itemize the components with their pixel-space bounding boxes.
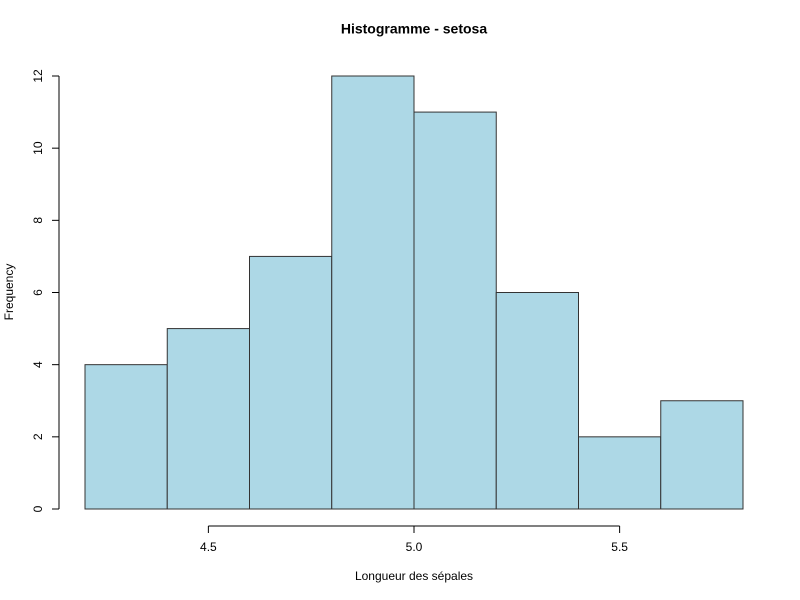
- chart-title: Histogramme - setosa: [341, 21, 487, 37]
- y-tick-label: 6: [31, 289, 45, 296]
- bar: [413, 111, 497, 510]
- bar: [331, 75, 415, 510]
- y-tick-label: 0: [31, 505, 45, 512]
- bar: [578, 436, 662, 510]
- bar: [84, 364, 168, 510]
- x-tick-label: 5.5: [611, 540, 628, 554]
- y-tick-label: 8: [31, 217, 45, 224]
- x-axis-label: Longueur des sépales: [355, 569, 473, 583]
- y-tick-label: 10: [31, 141, 45, 155]
- y-tick-label: 12: [31, 69, 45, 83]
- x-tick-label: 5.0: [406, 540, 423, 554]
- bar: [660, 400, 744, 510]
- bar: [166, 328, 250, 510]
- bar: [249, 255, 333, 510]
- bar: [495, 292, 579, 510]
- x-tick-label: 4.5: [200, 540, 217, 554]
- y-axis-label: Frequency: [2, 264, 16, 321]
- y-tick-label: 2: [31, 433, 45, 440]
- y-tick-label: 4: [31, 361, 45, 368]
